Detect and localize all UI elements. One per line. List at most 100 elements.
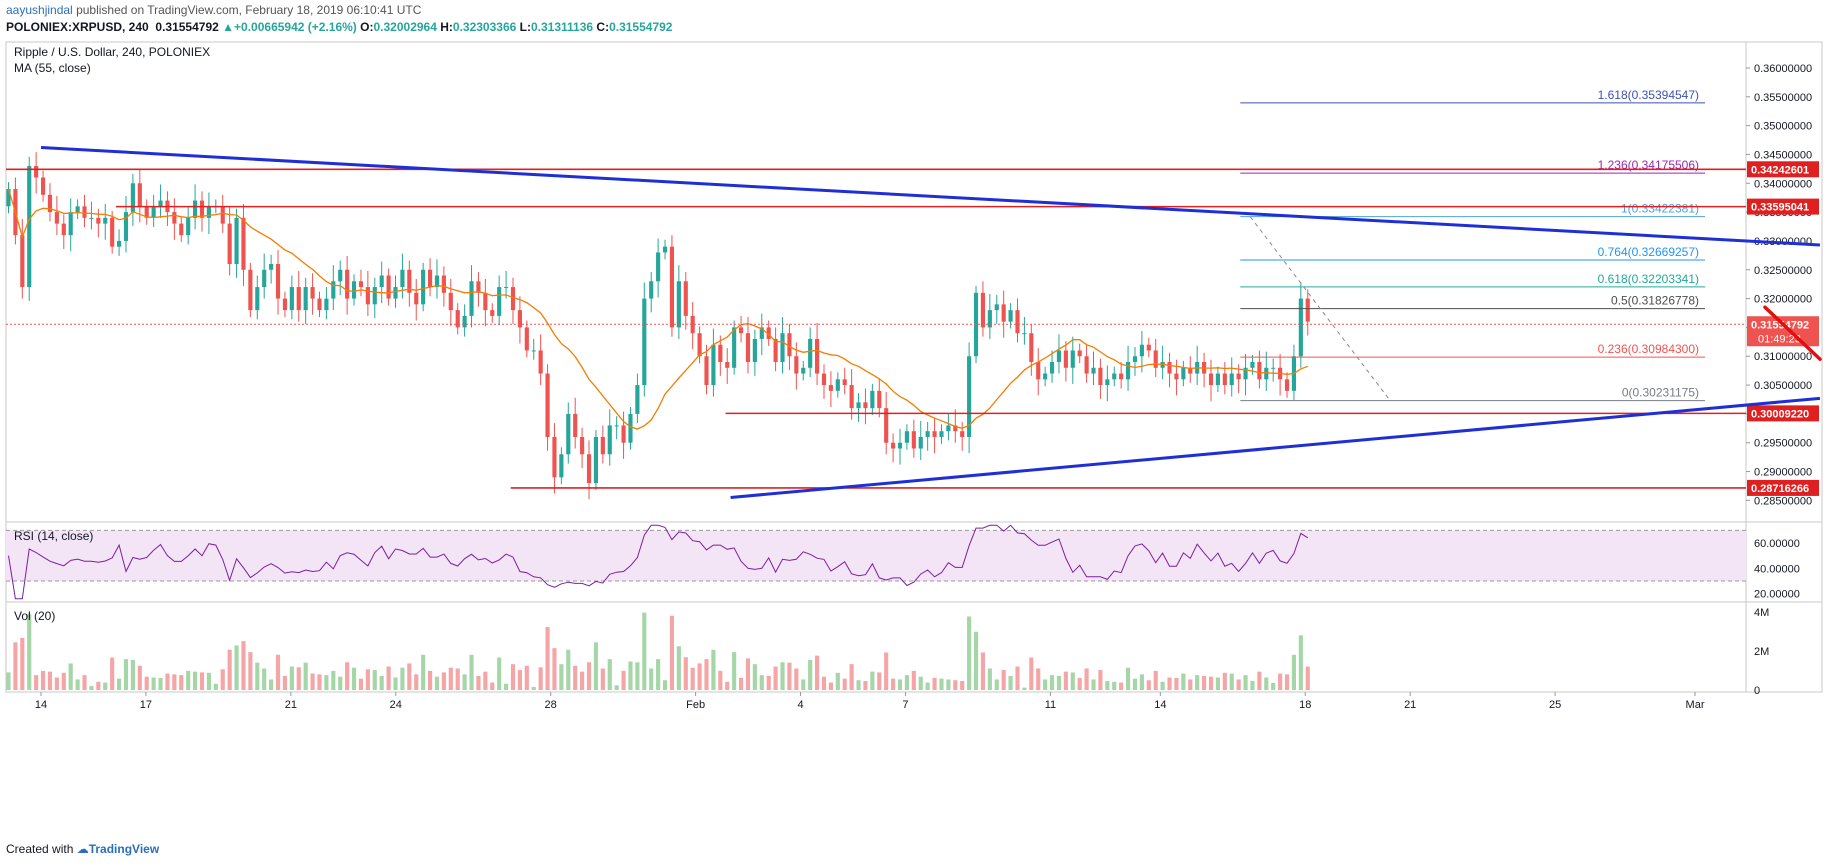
volume-bar [780,662,785,690]
candle-body [345,269,350,299]
candle-body [220,206,225,224]
volume-bar [54,677,59,690]
volume-bar [455,668,460,690]
volume-bar [586,662,592,690]
candle-body [1188,367,1193,374]
candle-body [241,217,246,270]
candle-body [1029,333,1034,363]
candle-body [600,436,605,455]
volume-bar [759,675,764,690]
candle-body [531,350,536,352]
candle-body [573,413,578,437]
candle-body [1056,350,1062,363]
volume-bar [690,667,695,690]
fib-level-label: 0.5(0.31826778) [1611,294,1699,308]
volume-bar [179,675,184,690]
volume-bar [580,671,585,690]
candle-body [738,327,744,334]
fib-level-label: 1.618(0.35394547) [1598,88,1699,102]
candle-body [1015,310,1020,334]
volume-bar [1063,671,1068,690]
volume-bar [1167,677,1172,690]
volume-bar [351,667,357,690]
candle-body [400,269,405,288]
volume-bar [1284,674,1290,690]
volume-bar [227,649,232,690]
candle-body [773,338,778,363]
candle-body [828,385,833,391]
y-tick-label: 0.34000000 [1754,178,1812,190]
candle-body [358,281,364,288]
candle-body [1001,304,1006,322]
candle-body [61,223,66,236]
candle-body [262,269,267,288]
volume-bar [1091,679,1096,690]
volume-bar [476,675,481,690]
candle-body [338,269,343,282]
volume-bar [241,641,246,690]
candle-body [117,240,122,247]
candle-body [234,217,239,264]
volume-bar [614,685,619,690]
candle-body [732,327,737,368]
candle-body [137,183,142,207]
volume-bar [262,668,267,690]
rsi-legend: RSI (14, close) [14,529,93,543]
volume-bar [1049,675,1055,690]
volume-legend: Vol (20) [14,609,55,623]
volume-bar [151,677,156,690]
tradingview-brand[interactable]: TradingView [88,842,160,856]
level-price-label: 0.34242601 [1751,164,1809,176]
volume-bar [103,682,108,690]
volume-bar [1208,676,1214,690]
volume-bar [745,658,751,690]
candle-body [676,281,681,328]
candle-body [1139,344,1144,357]
volume-bar [206,672,211,690]
x-tick-label: 4 [797,699,803,711]
candle-body [1043,373,1048,380]
fib-level-label: 0.236(0.30984300) [1598,342,1699,356]
volume-bar [1153,670,1158,690]
published-text: published on TradingView.com, February 1… [76,3,422,17]
level-price-label: 0.30009220 [1751,408,1809,420]
candle-body [725,362,730,368]
volume-bar [1202,675,1207,690]
volume-bar [732,652,737,690]
candle-body [275,263,281,299]
volume-bar [40,670,46,690]
candle-body [130,183,135,213]
volume-bar [379,675,384,690]
candle-body [821,373,827,386]
volume-bar [704,659,709,690]
x-tick-label: 7 [902,699,908,711]
last-price: 0.31554792 [155,20,219,34]
rsi-tick-label: 20.00000 [1754,589,1800,601]
x-tick-label: 28 [545,699,557,711]
publish-line: aayushjindal published on TradingView.co… [6,3,421,17]
volume-bar [393,677,398,690]
volume-bar [718,670,723,690]
volume-bar [61,672,66,690]
volume-bar [186,670,191,690]
volume-bar [787,662,792,690]
candle-body [566,413,571,455]
volume-bar [980,652,986,690]
author-link[interactable]: aayushjindal [6,3,73,17]
volume-bar [538,667,543,690]
candle-body [939,431,944,437]
volume-bar [269,679,274,690]
candle-body [835,379,840,391]
volume-bar [1243,675,1248,690]
volume-bar [34,675,39,690]
volume-bar [1305,666,1310,690]
volume-bar [524,665,529,690]
candle-body [897,442,903,449]
candle-body [870,390,875,409]
volume-bar [1132,678,1138,690]
close-value: 0.31554792 [609,20,673,34]
volume-bar [1036,668,1041,690]
candle-body [372,287,377,305]
candle-body [545,373,550,437]
